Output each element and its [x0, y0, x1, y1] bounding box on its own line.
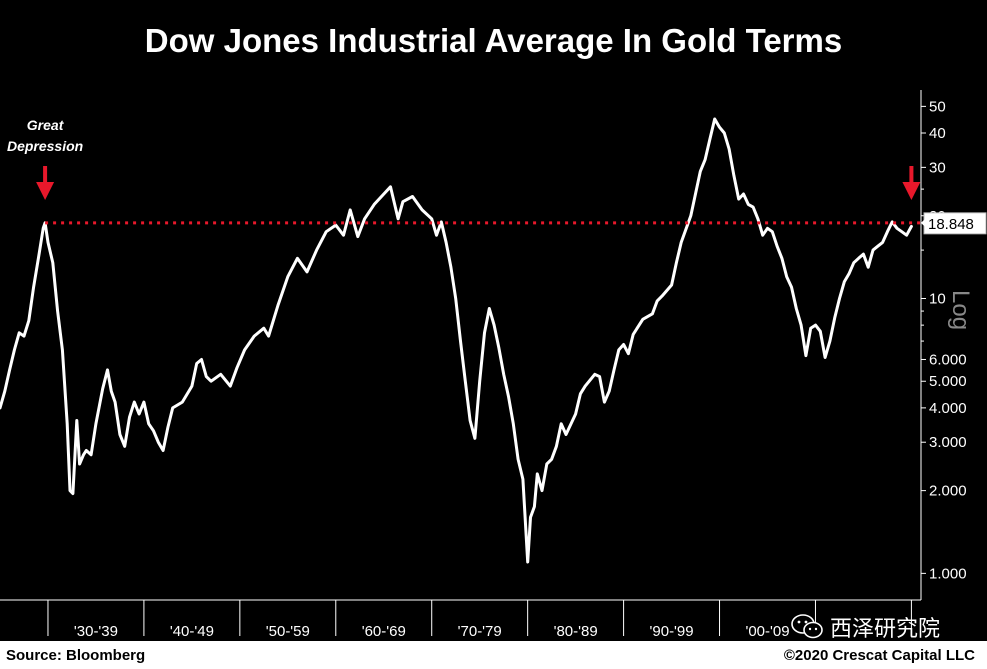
annotation-arrow-head	[36, 182, 55, 200]
copyright-note: ©2020 Crescat Capital LLC	[783, 647, 975, 664]
y-tick-label: 1.000	[929, 565, 967, 582]
annotation-label: Depression	[7, 138, 83, 154]
reference-value-label: 18.848	[928, 216, 974, 233]
footer: Source: Bloomberg ©2020 Crescat Capital …	[0, 641, 987, 669]
reference-pointer	[921, 218, 925, 227]
watermark-text: 西泽研究院	[830, 617, 941, 642]
annotation-arrow-head	[902, 182, 921, 200]
y-tick-label: 5.000	[929, 373, 967, 390]
series-line	[0, 117, 913, 564]
y-tick-label: 6.000	[929, 351, 967, 368]
x-tick-label: '50-'59	[266, 623, 310, 640]
y-tick-label: 10	[929, 290, 946, 307]
watermark: 西泽研究院	[790, 611, 940, 643]
y-tick-label: 30	[929, 159, 946, 176]
y-tick-label: 50	[929, 98, 946, 115]
x-tick-label: '90-'99	[650, 623, 694, 640]
x-tick-label: '60-'69	[362, 623, 406, 640]
y-tick-label: 2.000	[929, 483, 967, 500]
y-tick-label: 4.000	[929, 400, 967, 417]
source-note: Source: Bloomberg	[6, 647, 146, 664]
annotation-label: Great	[27, 117, 65, 133]
y-axis-label: Log	[947, 290, 974, 330]
y-tick-label: 40	[929, 125, 946, 142]
x-tick-label: '70-'79	[458, 623, 502, 640]
chart-title: Dow Jones Industrial Average In Gold Ter…	[144, 22, 843, 59]
x-tick-label: '80-'89	[554, 623, 598, 640]
x-tick-label: '40-'49	[170, 623, 214, 640]
y-tick-label: 3.000	[929, 434, 967, 451]
wechat-icon	[791, 614, 823, 639]
x-tick-label: '00-'09	[745, 623, 789, 640]
x-tick-label: '30-'39	[74, 623, 118, 640]
